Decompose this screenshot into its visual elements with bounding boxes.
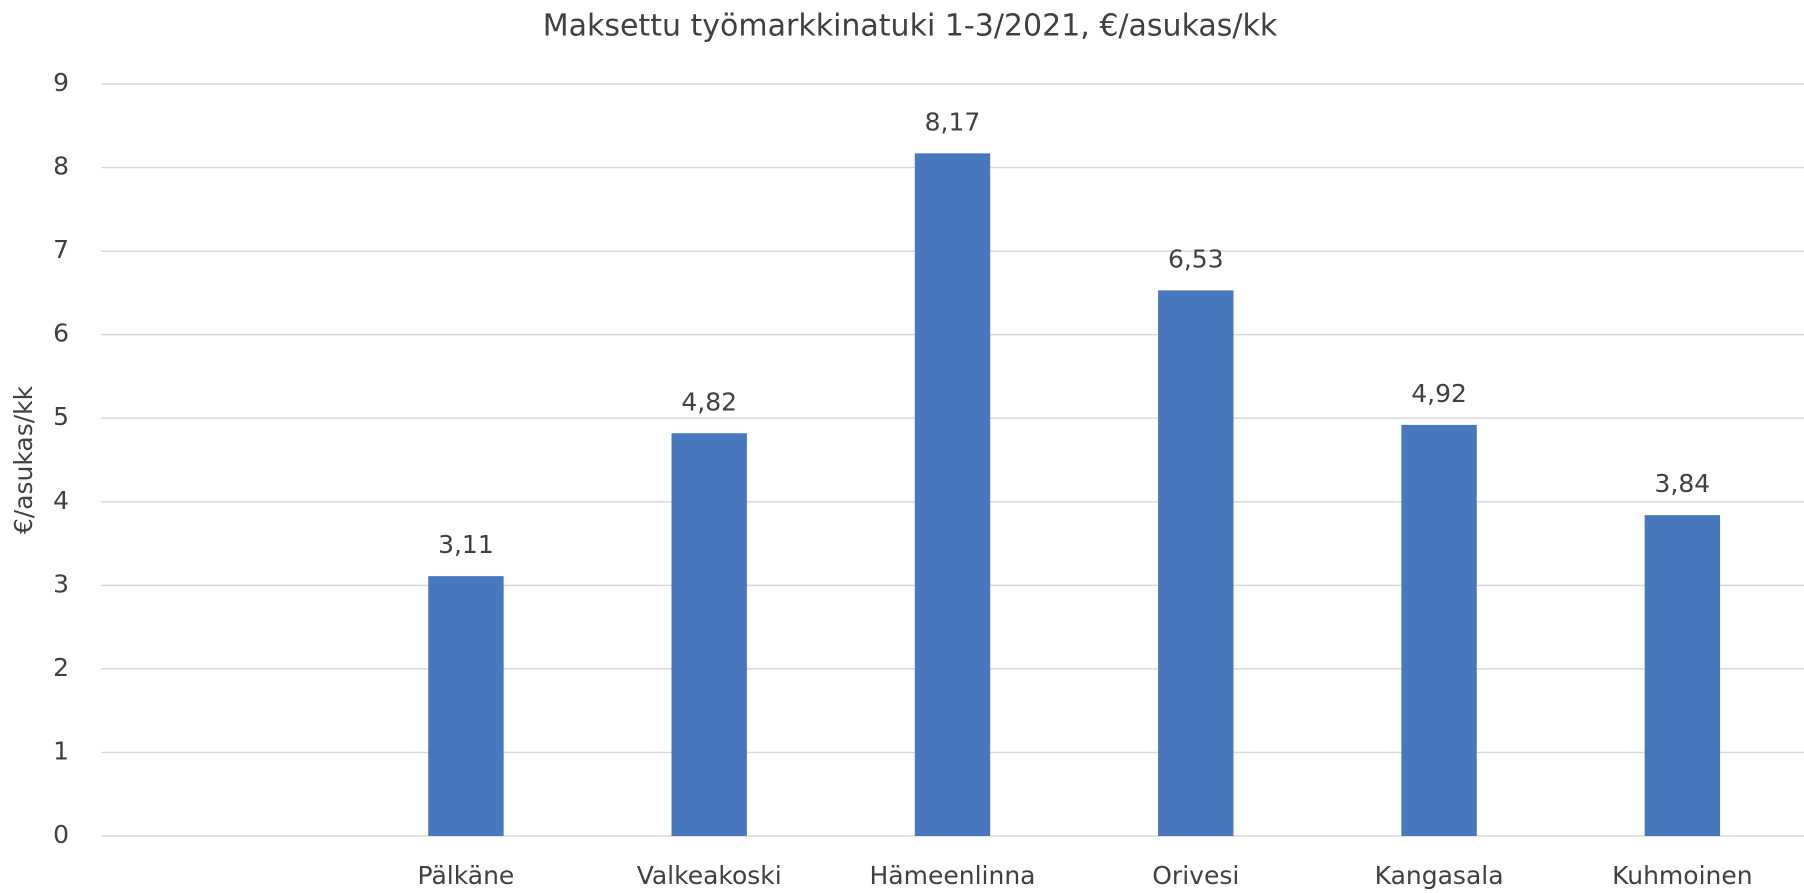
chart-title: Maksettu työmarkkinatuki 1-3/2021, €/asu… xyxy=(543,9,1278,44)
data-label: 4,82 xyxy=(681,387,737,416)
data-label: 4,92 xyxy=(1411,379,1467,408)
bar xyxy=(914,153,991,837)
y-tick-label: 7 xyxy=(53,235,69,264)
bar xyxy=(1401,424,1477,836)
y-tick-label: 0 xyxy=(53,820,69,849)
bar xyxy=(671,433,747,836)
data-label: 3,84 xyxy=(1655,469,1711,498)
y-tick-label: 8 xyxy=(53,152,69,181)
x-tick-label: Orivesi xyxy=(1152,861,1239,890)
y-tick-label: 5 xyxy=(53,402,69,431)
data-label: 3,11 xyxy=(438,530,494,559)
x-tick-label: Valkeakoski xyxy=(637,861,782,890)
y-tick-label: 6 xyxy=(53,319,69,348)
y-tick-label: 9 xyxy=(53,68,69,97)
bar xyxy=(1644,515,1721,836)
x-tick-label: Pälkäne xyxy=(418,861,515,890)
x-tick-label: Kangasala xyxy=(1375,861,1504,890)
data-label: 8,17 xyxy=(925,107,981,136)
x-tick-label: Hämeenlinna xyxy=(870,861,1036,890)
x-tick-label: Kuhmoinen xyxy=(1612,861,1753,890)
bar xyxy=(1158,290,1234,837)
y-tick-label: 2 xyxy=(53,653,69,682)
y-axis-label: €/asukas/kk xyxy=(9,385,38,534)
y-tick-label: 3 xyxy=(53,569,69,598)
bar xyxy=(428,576,504,836)
y-tick-label: 1 xyxy=(53,736,69,765)
data-label: 6,53 xyxy=(1168,244,1224,273)
y-tick-label: 4 xyxy=(53,486,69,515)
